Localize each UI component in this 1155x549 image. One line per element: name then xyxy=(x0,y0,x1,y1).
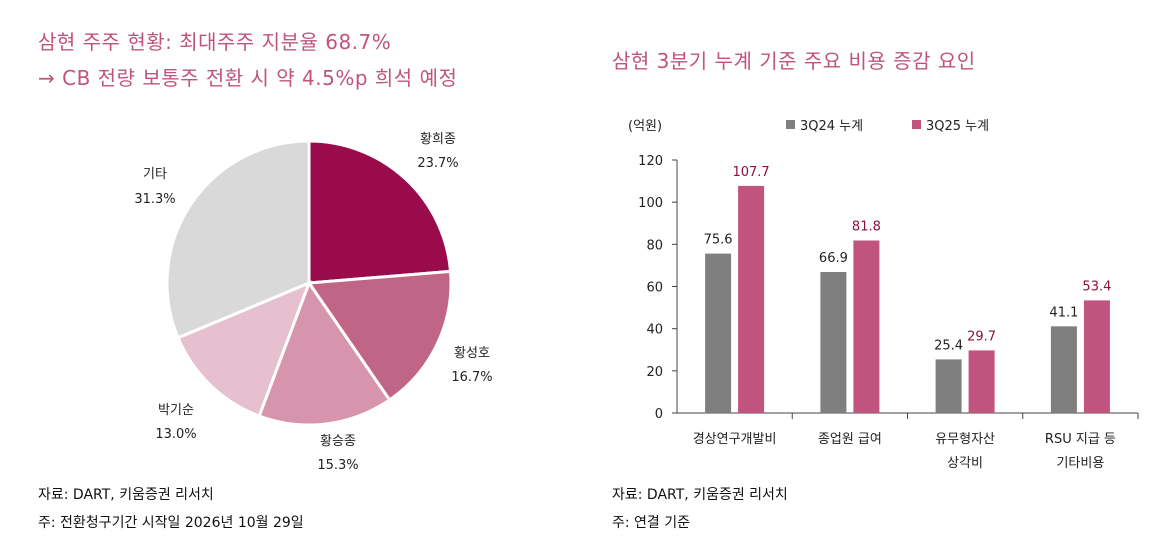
bar-3q25 xyxy=(738,185,765,413)
y-tick-label: 40 xyxy=(646,323,663,338)
bar-3q25 xyxy=(968,350,995,413)
legend-label: 3Q25 누계 xyxy=(926,119,989,134)
pie-slice-3 xyxy=(257,279,392,427)
pie-chart-title-line1: 삼현 주주 현황: 최대주주 지분율 68.7% xyxy=(38,30,392,54)
pie-source-note: 자료: DART, 키움증권 리서치 xyxy=(38,487,214,503)
x-category-label: 기타비용 xyxy=(1056,456,1104,471)
y-tick-label: 100 xyxy=(638,196,663,211)
pie-slice-value: 16.7% xyxy=(451,370,492,385)
bar-3q24 xyxy=(935,359,962,413)
pie-slice-label: 박기순 xyxy=(158,403,194,418)
bar-data-label: 29.7 xyxy=(967,329,996,344)
x-category-label: RSU 지급 등 xyxy=(1045,432,1116,447)
bar-chart-title: 삼현 3분기 누계 기준 주요 비용 증감 요인 xyxy=(612,49,976,73)
bar-3q25 xyxy=(853,240,880,413)
bar-data-label: 53.4 xyxy=(1082,279,1111,294)
legend-label: 3Q24 누계 xyxy=(800,119,863,134)
bar-3q24 xyxy=(705,253,732,413)
x-category-label: 유무형자산 xyxy=(935,432,995,447)
pie-slice-value: 23.7% xyxy=(417,156,458,171)
bar-3q24 xyxy=(1050,326,1077,413)
y-tick-label: 80 xyxy=(646,238,663,253)
y-tick-label: 60 xyxy=(646,281,663,296)
bar-data-label: 107.7 xyxy=(732,165,769,180)
bar-footnote: 주: 연결 기준 xyxy=(612,515,691,531)
legend-swatch xyxy=(912,120,921,129)
bar-data-label: 81.8 xyxy=(852,220,881,235)
y-tick-label: 120 xyxy=(638,154,663,169)
pie-slice-2 xyxy=(306,269,453,403)
pie-slice-4 xyxy=(176,280,312,418)
pie-footnote: 주: 전환청구기간 시작일 2026년 10월 29일 xyxy=(38,515,304,531)
bar-3q24 xyxy=(820,272,847,413)
pie-slice-label: 황승종 xyxy=(320,434,356,449)
bar-3q25 xyxy=(1083,300,1110,413)
x-category-label: 경상연구개발비 xyxy=(693,432,777,447)
y-axis-unit-label: (억원) xyxy=(628,119,662,134)
pie-slice-1 xyxy=(307,139,453,285)
pie-slice-value: 13.0% xyxy=(155,427,196,442)
x-category-label: 종업원 급여 xyxy=(818,432,882,447)
bar-data-label: 66.9 xyxy=(819,251,848,266)
bar-source-note: 자료: DART, 키움증권 리서치 xyxy=(612,487,788,503)
pie-slice-value: 31.3% xyxy=(134,192,175,207)
pie-slice-label: 기타 xyxy=(143,167,167,182)
legend-swatch xyxy=(786,120,795,129)
pie-slice-value: 15.3% xyxy=(317,458,358,473)
y-tick-label: 0 xyxy=(655,407,663,422)
pie-slice-5 xyxy=(165,139,311,340)
pie-chart-title-line2: → CB 전량 보통주 전환 시 약 4.5%p 희석 예정 xyxy=(38,66,458,90)
bar-data-label: 75.6 xyxy=(704,233,733,248)
bar-data-label: 41.1 xyxy=(1049,305,1078,320)
pie-slice-label: 황희종 xyxy=(420,132,456,147)
pie-slice-label: 황성호 xyxy=(454,346,490,361)
x-category-label: 상각비 xyxy=(947,456,983,471)
y-tick-label: 20 xyxy=(646,365,663,380)
bar-data-label: 25.4 xyxy=(934,338,963,353)
